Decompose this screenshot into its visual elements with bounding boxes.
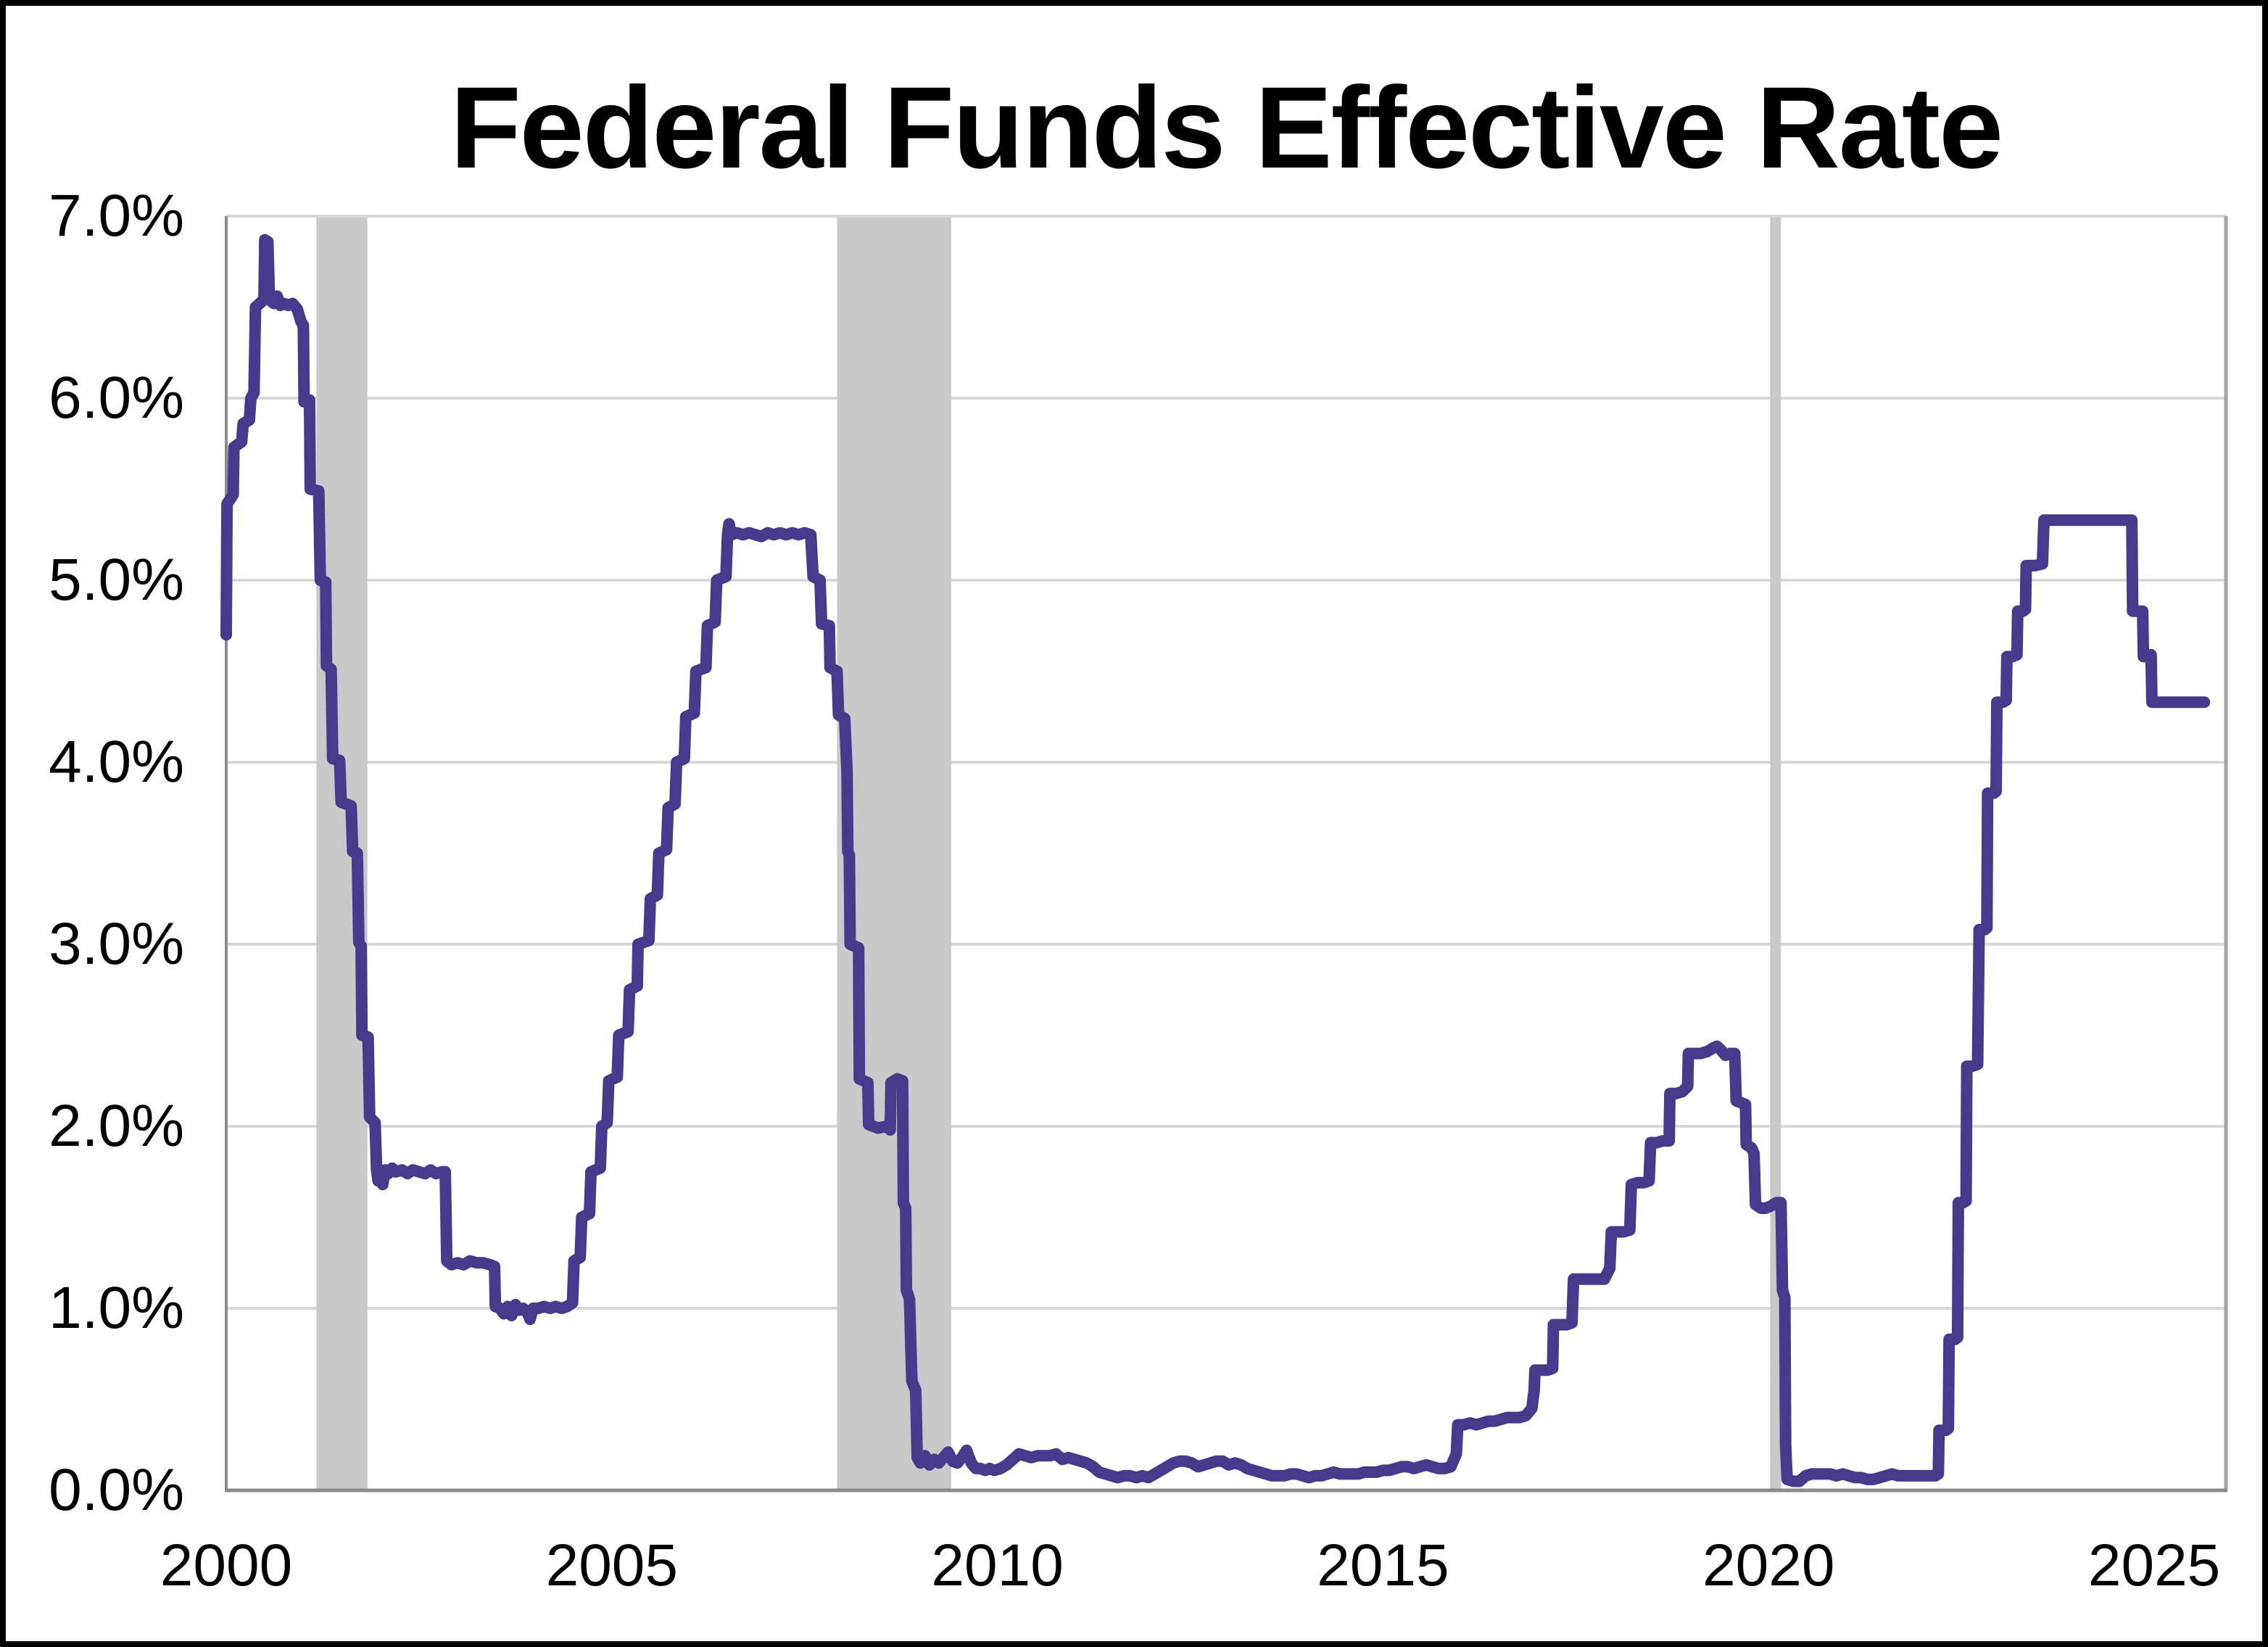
- y-tick-label: 6.0%: [49, 365, 184, 431]
- y-tick-label: 4.0%: [49, 729, 184, 795]
- y-tick-label: 7.0%: [49, 183, 184, 249]
- chart-title: Federal Funds Effective Rate: [450, 62, 2003, 192]
- x-tick-label: 2000: [160, 1532, 293, 1598]
- y-tick-label: 3.0%: [49, 911, 184, 977]
- x-tick-label: 2025: [2087, 1532, 2221, 1598]
- rate-line: [220, 234, 2211, 1487]
- x-tick-label: 2005: [545, 1532, 679, 1598]
- x-tick-label: 2015: [1317, 1532, 1449, 1598]
- y-tick-label: 0.0%: [49, 1457, 184, 1523]
- recession-band: [1770, 216, 1781, 1490]
- y-tick-label: 1.0%: [49, 1275, 184, 1341]
- y-tick-label: 5.0%: [49, 547, 184, 613]
- recession-band: [837, 216, 951, 1490]
- x-tick-label: 2010: [931, 1532, 1064, 1598]
- y-tick-label: 2.0%: [49, 1093, 184, 1159]
- x-tick-label: 2020: [1702, 1532, 1835, 1598]
